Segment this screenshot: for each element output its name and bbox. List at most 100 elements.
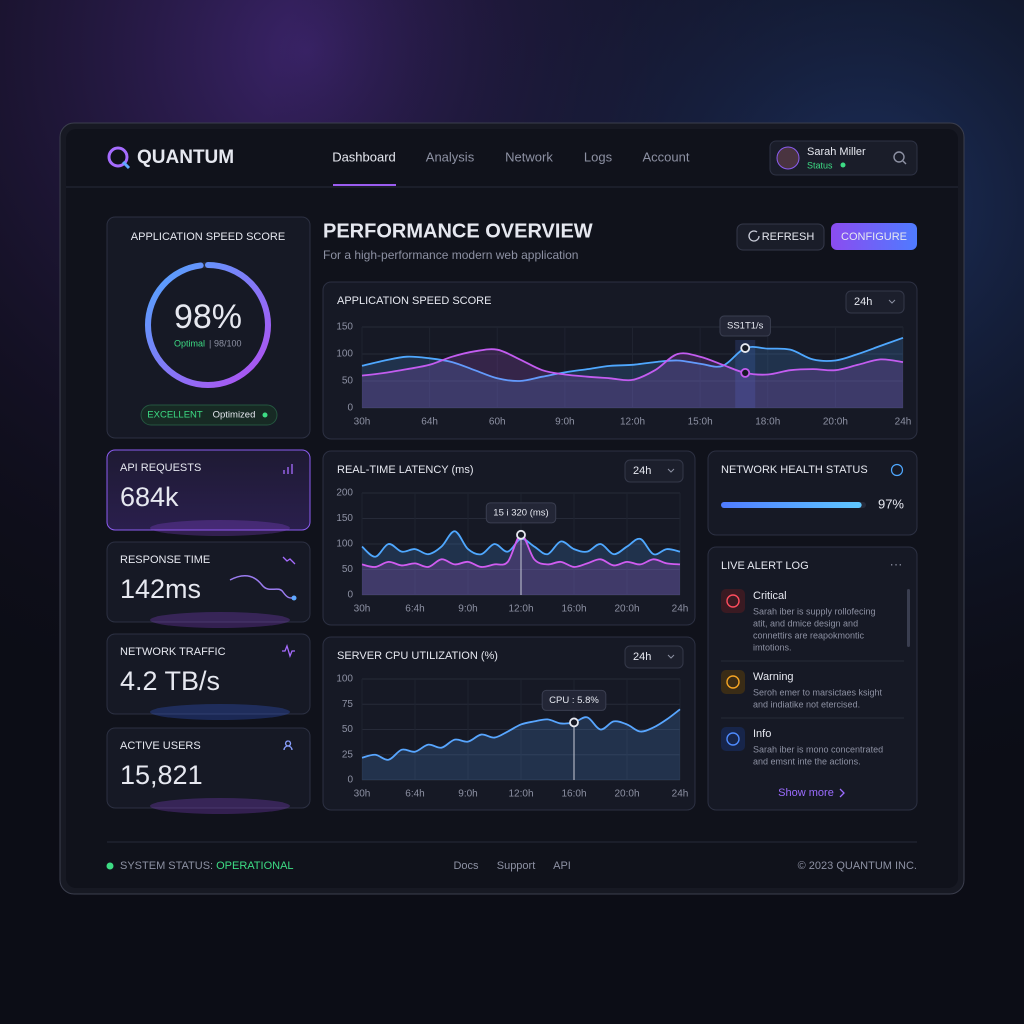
sparkline bbox=[229, 574, 295, 599]
x-tick-label: 20:0h bbox=[823, 417, 848, 428]
chevron bbox=[667, 468, 675, 473]
avatar[interactable] bbox=[776, 146, 800, 170]
configure-button[interactable] bbox=[831, 223, 917, 250]
badge bbox=[140, 404, 278, 426]
y-tick-label: 50 bbox=[342, 564, 354, 575]
sparkline-dot bbox=[291, 595, 297, 601]
footer-link[interactable]: API bbox=[553, 860, 571, 872]
alert-title: Critical bbox=[753, 590, 787, 602]
menu-icon[interactable]: ··· bbox=[890, 556, 903, 571]
nav-item[interactable]: Logs bbox=[584, 149, 613, 164]
x-tick-label: 6:4h bbox=[405, 789, 424, 800]
x-tick-label: 12:0h bbox=[508, 604, 533, 615]
metric-card bbox=[106, 541, 311, 623]
x-tick-label: 16:0h bbox=[561, 604, 586, 615]
status-label: SYSTEM STATUS: bbox=[120, 860, 213, 872]
chart-card bbox=[322, 636, 696, 811]
tooltip-text: CPU : 5.8% bbox=[549, 695, 599, 706]
score-card bbox=[106, 216, 311, 439]
metric-icon bbox=[282, 644, 295, 658]
card-title: APPLICATION SPEED SCORE bbox=[131, 231, 285, 243]
range-dropdown[interactable] bbox=[845, 290, 905, 314]
y-tick-label: 0 bbox=[347, 590, 353, 601]
scrollbar bbox=[907, 589, 910, 647]
alert-title: Warning bbox=[753, 671, 794, 683]
metric-card bbox=[106, 727, 311, 809]
chevron bbox=[667, 654, 675, 659]
range-label[interactable]: 24h bbox=[633, 465, 651, 477]
series-line bbox=[361, 336, 904, 382]
nav-item[interactable]: Dashboard bbox=[332, 149, 396, 164]
y-tick-label: 25 bbox=[342, 749, 354, 760]
show-more[interactable]: Show more bbox=[778, 787, 834, 799]
alert-glyph bbox=[726, 732, 740, 746]
metric-label: RESPONSE TIME bbox=[120, 554, 210, 566]
y-tick-label: 100 bbox=[336, 539, 353, 550]
footer-link[interactable]: Docs bbox=[453, 860, 479, 872]
area-fill bbox=[362, 349, 903, 408]
separator: | bbox=[209, 338, 211, 348]
alert-text: Sarah iber is supply rollofecing bbox=[753, 606, 876, 616]
metric-card bbox=[106, 633, 311, 715]
alert-icon bbox=[721, 589, 745, 613]
nav-item[interactable]: Analysis bbox=[426, 149, 475, 164]
metric-label: API REQUESTS bbox=[120, 462, 201, 474]
x-tick-label: 30h bbox=[354, 417, 371, 428]
nav-underline bbox=[333, 184, 396, 186]
alert-text: and emsnt inte the actions. bbox=[753, 756, 861, 766]
nav-item[interactable]: Network bbox=[505, 149, 553, 164]
section-title: PERFORMANCE OVERVIEW bbox=[323, 220, 593, 242]
chevron bbox=[888, 299, 896, 304]
alert-text: imtotions. bbox=[753, 642, 792, 652]
range-dropdown[interactable] bbox=[624, 459, 684, 483]
logo-icon bbox=[107, 146, 129, 168]
button-label[interactable]: REFRESH bbox=[762, 231, 815, 243]
alert-text: Seroh emer to marsictaes ksight bbox=[753, 687, 883, 697]
alert-icon bbox=[721, 727, 745, 751]
search-icon[interactable] bbox=[893, 151, 905, 163]
card-glow bbox=[150, 612, 290, 628]
progress-bar bbox=[721, 502, 862, 508]
chart-card bbox=[322, 450, 696, 626]
gauge-arc bbox=[145, 262, 271, 388]
nav-item[interactable]: Account bbox=[643, 149, 690, 164]
tooltip-text: SS1T1/s bbox=[727, 321, 764, 332]
button-label[interactable]: CONFIGURE bbox=[841, 231, 907, 243]
footer-link[interactable]: Support bbox=[497, 860, 536, 872]
range-dropdown[interactable] bbox=[624, 645, 684, 669]
gauge-detail: 98/100 bbox=[214, 338, 242, 348]
x-tick-label: 30h bbox=[354, 604, 371, 615]
logo[interactable]: QUANTUM bbox=[137, 147, 234, 168]
alert-text: Sarah iber is mono concentrated bbox=[753, 744, 883, 754]
card-glow bbox=[150, 704, 290, 720]
metric-label: NETWORK TRAFFIC bbox=[120, 646, 226, 658]
alert-icon bbox=[721, 670, 745, 694]
metric-icon bbox=[283, 464, 293, 474]
refresh-button[interactable] bbox=[736, 223, 825, 251]
y-tick-label: 100 bbox=[336, 674, 353, 685]
y-tick-label: 50 bbox=[342, 376, 354, 387]
metric-value: 4.2 TB/s bbox=[120, 666, 220, 696]
x-tick-label: 6:4h bbox=[405, 604, 424, 615]
highlight-point bbox=[740, 343, 751, 353]
user-status: Status bbox=[807, 160, 833, 170]
search-icon bbox=[902, 160, 907, 165]
progress-label: 97% bbox=[878, 496, 904, 511]
range-label[interactable]: 24h bbox=[633, 651, 651, 663]
x-tick-label: 20:0h bbox=[614, 604, 639, 615]
series-line bbox=[361, 348, 904, 382]
user-box[interactable] bbox=[769, 140, 918, 176]
x-tick-label: 24h bbox=[672, 789, 689, 800]
y-tick-label: 100 bbox=[336, 349, 353, 360]
chart-title: APPLICATION SPEED SCORE bbox=[337, 295, 491, 307]
card-glow bbox=[150, 520, 290, 536]
metric-icon bbox=[283, 740, 293, 751]
metric-value: 15,821 bbox=[120, 760, 203, 790]
x-tick-label: 9:0h bbox=[555, 417, 574, 428]
user-name: Sarah Miller bbox=[807, 146, 866, 158]
gauge-value: 98% bbox=[174, 298, 242, 336]
range-label[interactable]: 24h bbox=[854, 296, 872, 308]
x-tick-label: 16:0h bbox=[561, 789, 586, 800]
